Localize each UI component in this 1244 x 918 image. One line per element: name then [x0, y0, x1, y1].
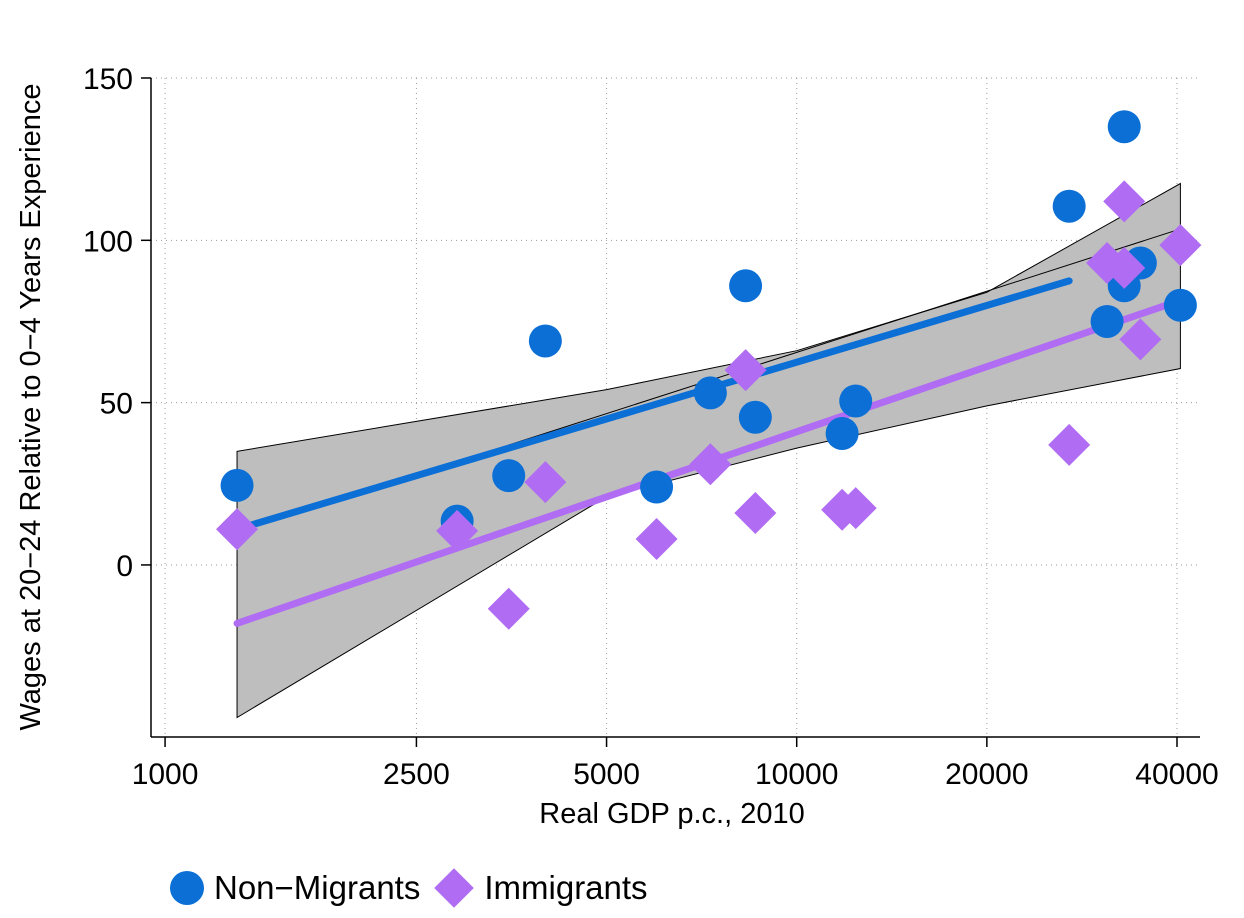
- axes: 1000 2500 5000 10000 20000 40000 0 50 100 150: [83, 63, 1219, 791]
- legend-label-non-migrants: Non−Migrants: [214, 869, 421, 906]
- y-tick-label: 100: [83, 225, 133, 258]
- data-point-immigrants: [216, 508, 259, 551]
- fit-line-non-migrants: [233, 277, 1073, 533]
- x-tick-label: 1000: [132, 758, 199, 791]
- y-tick-label: 0: [116, 550, 133, 583]
- data-point-immigrants: [487, 587, 530, 630]
- legend-item-immigrants: Immigrants: [434, 868, 648, 908]
- x-axis-title: Real GDP p.c., 2010: [539, 798, 804, 830]
- legend: Non−Migrants Immigrants: [170, 858, 648, 918]
- data-point-immigrants: [524, 461, 567, 504]
- data-point-non-migrants: [528, 324, 562, 358]
- data-points-layer: [216, 110, 1202, 630]
- data-point-immigrants: [635, 517, 678, 560]
- data-point-immigrants: [1048, 423, 1091, 466]
- y-axis-title: Wages at 20−24 Relative to 0−4 Years Exp…: [15, 83, 47, 730]
- data-point-non-migrants: [1052, 189, 1086, 223]
- data-point-immigrants: [834, 487, 877, 530]
- data-point-non-migrants: [1107, 110, 1141, 144]
- legend-circle-marker-icon: [170, 871, 204, 905]
- data-point-immigrants: [436, 509, 479, 552]
- legend-diamond-marker-icon: [434, 868, 475, 908]
- x-tick-label: 40000: [1135, 758, 1218, 791]
- data-point-non-migrants: [738, 400, 772, 434]
- x-tick-label: 2500: [383, 758, 450, 791]
- legend-label-immigrants: Immigrants: [484, 869, 648, 906]
- data-point-non-migrants: [492, 459, 526, 493]
- data-point-non-migrants: [839, 384, 873, 418]
- data-point-immigrants: [724, 349, 767, 392]
- legend-item-non-migrants: Non−Migrants: [170, 869, 420, 907]
- data-point-non-migrants: [825, 416, 859, 450]
- data-point-immigrants: [1119, 318, 1162, 361]
- data-point-immigrants: [1103, 180, 1146, 223]
- y-tick-label: 50: [100, 388, 133, 421]
- x-tick-label: 20000: [945, 758, 1028, 791]
- data-point-non-migrants: [693, 376, 727, 410]
- x-tick-label: 5000: [573, 758, 640, 791]
- data-point-non-migrants: [729, 269, 763, 303]
- data-point-immigrants: [734, 492, 777, 535]
- data-point-immigrants: [1103, 246, 1146, 289]
- y-tick-label: 150: [83, 63, 133, 96]
- data-point-non-migrants: [1163, 288, 1197, 322]
- data-point-immigrants: [1159, 224, 1202, 267]
- x-tick-label: 10000: [755, 758, 838, 791]
- data-point-non-migrants: [220, 468, 254, 502]
- data-point-non-migrants: [1090, 304, 1124, 338]
- data-point-immigrants: [689, 443, 732, 486]
- data-point-non-migrants: [640, 470, 674, 504]
